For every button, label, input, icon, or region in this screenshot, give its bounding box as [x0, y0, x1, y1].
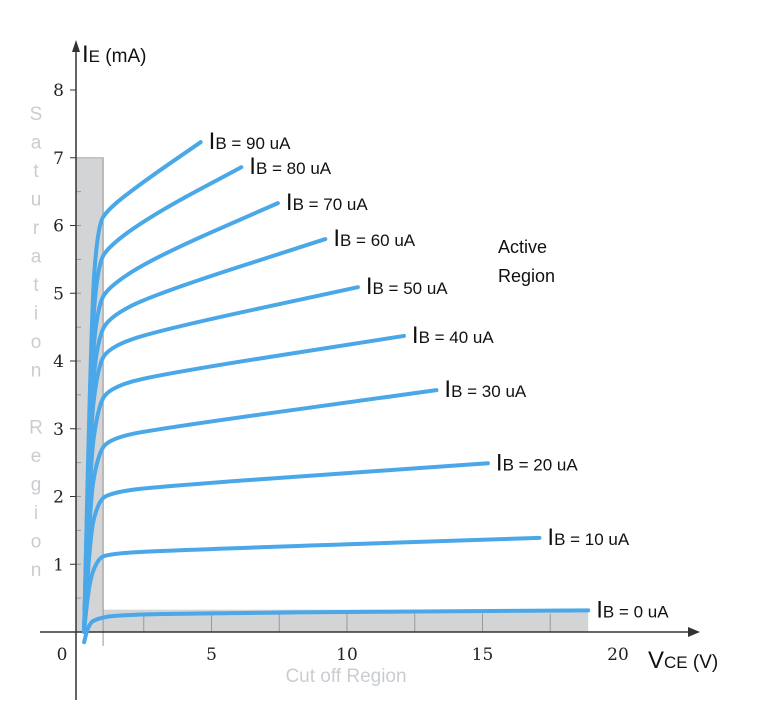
saturation-region-letter: a: [31, 133, 42, 154]
series-label-2: IB = 70 uA: [286, 189, 368, 216]
series-line-8: [82, 535, 542, 634]
series-label-main: I: [444, 376, 451, 403]
series-label-rest: B = 30 uA: [451, 382, 527, 401]
regions-layer: [75, 157, 589, 646]
x-axis-arrow-icon: [688, 627, 700, 637]
series-label-main: I: [547, 524, 554, 551]
x-tick-label: 0: [57, 645, 68, 665]
saturation-region-letter: o: [31, 532, 42, 553]
y-tick-label: 8: [53, 81, 64, 101]
y-tick-label: 1: [53, 555, 64, 575]
series-label-rest: B = 50 uA: [373, 279, 449, 298]
series-label-main: I: [496, 449, 503, 476]
y-tick-label: 3: [53, 420, 64, 440]
series-line-4: [82, 285, 360, 634]
series-label-rest: B = 80 uA: [256, 159, 332, 178]
series-label-9: IB = 0 uA: [596, 596, 669, 623]
series-label-6: IB = 30 uA: [444, 376, 526, 403]
series-line-6: [82, 388, 439, 634]
series-label-3: IB = 60 uA: [333, 225, 415, 252]
saturation-region-letter: i: [34, 304, 38, 325]
y-axis-title-unit: (mA): [100, 46, 146, 67]
x-tick-label: 15: [472, 645, 494, 665]
y-tick-label: 4: [53, 352, 64, 372]
series-label-rest: B = 60 uA: [340, 231, 416, 250]
series-label-main: I: [366, 273, 373, 300]
x-tick-label: 20: [607, 645, 629, 665]
x-axis-title-main: V: [648, 647, 664, 674]
y-tick-label: 5: [53, 284, 64, 304]
series-line-5: [82, 333, 406, 634]
series-label-5: IB = 40 uA: [412, 322, 494, 349]
series-label-4: IB = 50 uA: [366, 273, 448, 300]
series-label-main: I: [596, 596, 603, 623]
y-axis-arrow-icon: [72, 40, 80, 52]
series-label-rest: B = 20 uA: [503, 455, 579, 474]
y-tick-label: 2: [53, 488, 64, 508]
series-label-rest: B = 90 uA: [215, 134, 291, 153]
series-line-1: [82, 165, 244, 634]
y-tick-label: 6: [53, 217, 64, 237]
x-axis-title-sub: CE: [664, 653, 688, 672]
series-label-main: I: [249, 153, 256, 180]
y-axis-title-sub: E: [89, 47, 100, 66]
saturation-region-letter: t: [33, 161, 39, 182]
active-region-label-line1: Active: [498, 237, 547, 257]
x-axis-title-unit: (V): [688, 652, 719, 673]
x-axis-title: VCE (V): [648, 647, 718, 674]
cutoff-region-label: Cut off Region: [285, 666, 406, 687]
series-label-rest: B = 40 uA: [419, 328, 495, 347]
saturation-region-letter: n: [31, 560, 42, 581]
saturation-region-letter: R: [29, 418, 43, 439]
curves-layer: [82, 140, 591, 645]
active-region-label-line2: Region: [498, 266, 555, 286]
series-label-main: I: [209, 128, 216, 155]
series-label-8: IB = 10 uA: [547, 524, 629, 551]
series-label-7: IB = 20 uA: [496, 449, 578, 476]
series-label-1: IB = 80 uA: [249, 153, 331, 180]
x-tick-label: 5: [206, 645, 217, 665]
saturation-region-letter: n: [31, 361, 42, 382]
saturation-region-letter: i: [34, 503, 38, 524]
saturation-region-letter: a: [31, 247, 42, 268]
series-label-main: I: [333, 225, 340, 252]
series-label-main: I: [412, 322, 419, 349]
y-tick-label: 7: [53, 149, 64, 169]
y-axis-title: IE (mA): [82, 41, 146, 68]
saturation-region-letter: u: [31, 190, 42, 211]
saturation-region-letter: g: [31, 475, 42, 496]
x-tick-label: 10: [336, 645, 358, 665]
series-line-7: [82, 461, 490, 634]
series-label-rest: B = 0 uA: [603, 602, 669, 621]
y-axis-title-main: I: [82, 41, 89, 68]
series-label-rest: B = 10 uA: [554, 530, 630, 549]
series-line-9: [82, 608, 591, 645]
saturation-region-letter: o: [31, 332, 42, 353]
series-label-rest: B = 70 uA: [293, 195, 369, 214]
saturation-region-letter: e: [31, 446, 42, 467]
saturation-region-letter: t: [33, 275, 39, 296]
saturation-region-letter: S: [30, 104, 43, 125]
series-label-main: I: [286, 189, 293, 216]
series-label-0: IB = 90 uA: [209, 128, 291, 155]
saturation-region-letter: r: [33, 218, 40, 239]
